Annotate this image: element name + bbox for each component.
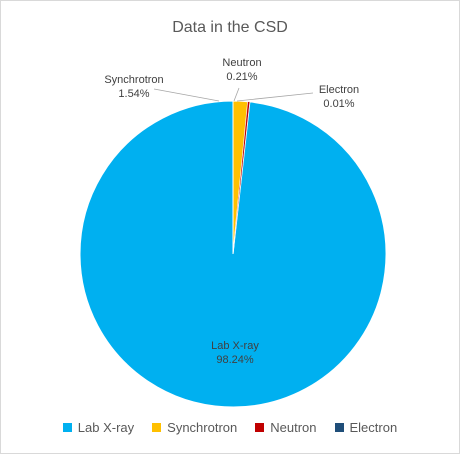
legend-swatch-electron [334,423,344,432]
legend-entry-neutron: Neutron [255,420,317,435]
leader-lines [153,87,314,102]
legend-label-lab-xray: Lab X-ray [77,420,135,435]
leader-line-neutron [233,87,240,102]
slice-label-name-electron: Electron [319,84,359,96]
legend-swatch-neutron [255,423,265,432]
leader-line-synchrotron [153,88,220,102]
legend-entry-lab-xray: Lab X-ray [62,420,135,435]
slice-label-value-neutron: 0.21% [226,71,257,83]
slice-label-value-synchrotron: 1.54% [118,88,149,100]
slice-label-value-electron: 0.01% [323,98,354,110]
slice-label-name-lab-x-ray: Lab X-ray [211,340,259,352]
legend-label-synchrotron: Synchrotron [167,420,238,435]
leader-line-electron [236,92,314,102]
pie-slice-electron [232,101,251,255]
pie-slices [79,100,387,408]
chart-title: Data in the CSD [172,19,288,36]
legend-entry-electron: Electron [334,420,398,435]
legend: Lab X-ray Synchrotron Neutron Electron [1,420,459,435]
slice-label-name-neutron: Neutron [222,57,261,69]
legend-swatch-lab-xray [62,423,72,432]
slice-labels: Lab X-ray 98.24% Synchrotron 1.54% Neutron 0.… [104,57,359,366]
legend-swatch-synchrotron [152,423,162,432]
legend-label-electron: Electron [349,420,398,435]
legend-label-neutron: Neutron [270,420,317,435]
slice-label-name-synchrotron: Synchrotron [104,74,163,86]
slice-label-value-lab-x-ray: 98.24% [216,354,254,366]
legend-entry-synchrotron: Synchrotron [152,420,237,435]
